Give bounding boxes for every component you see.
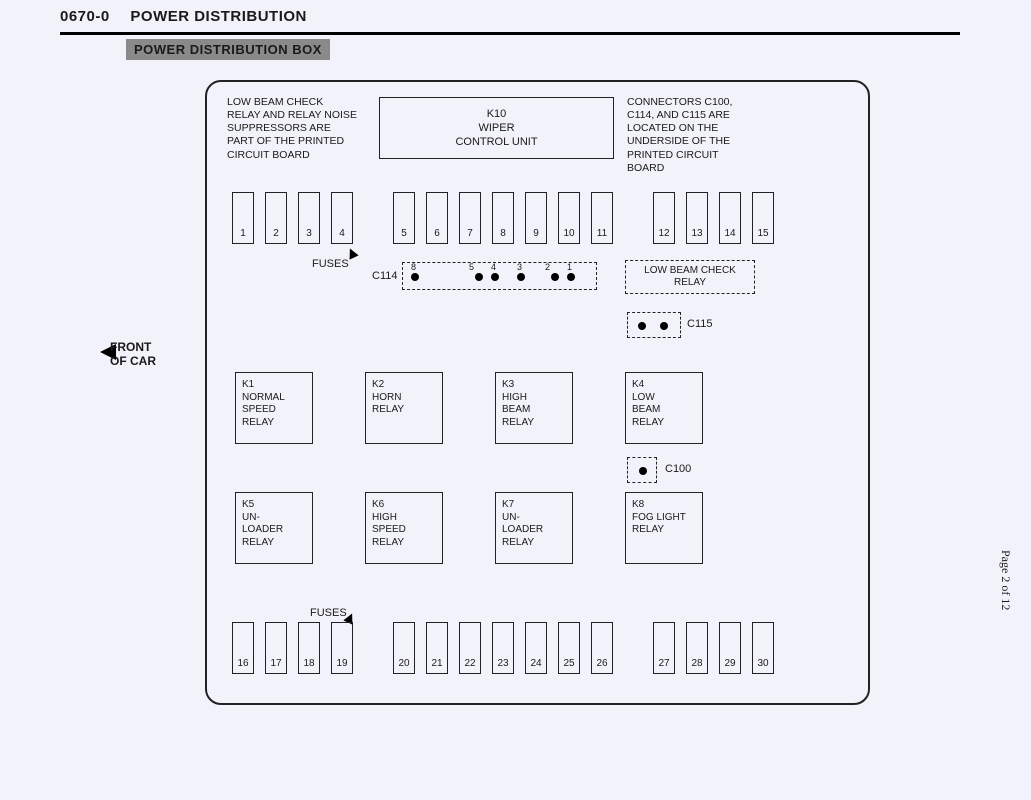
front-l2: OF CAR [110,354,156,368]
relay-k6: K6 HIGH SPEED RELAY [365,492,443,564]
fuse-row-bottom: 16 17 18 19 20 21 22 23 24 25 26 27 28 2… [232,622,774,674]
pin-dot [660,322,668,330]
relay-k2: K2 HORN RELAY [365,372,443,444]
note-right: CONNECTORS C100, C114, AND C115 ARE LOCA… [627,96,757,175]
note-left: LOW BEAM CHECK RELAY AND RELAY NOISE SUP… [227,96,357,162]
fuses-label-bottom: FUSES [310,607,347,619]
page-code: 0670-0 [60,8,110,25]
pin-dot: 4 [491,273,499,281]
fuse: 23 [492,622,514,674]
page-header: 0670-0 POWER DISTRIBUTION [60,8,307,25]
fuse: 24 [525,622,547,674]
low-beam-check-relay: LOW BEAM CHECK RELAY [625,260,755,294]
fuse: 27 [653,622,675,674]
c114-label: C114 [372,270,397,282]
relay-k4: K4 LOW BEAM RELAY [625,372,703,444]
c114-connector: 8 5 4 3 2 1 [402,262,597,290]
fuse: 14 [719,192,741,244]
fuse: 28 [686,622,708,674]
pin-dot: 2 [551,273,559,281]
relay-k5: K5 UN- LOADER RELAY [235,492,313,564]
fuse: 20 [393,622,415,674]
fuse: 21 [426,622,448,674]
fuse: 4 [331,192,353,244]
section-band: POWER DISTRIBUTION BOX [126,39,330,60]
fuse: 12 [653,192,675,244]
fuse: 26 [591,622,613,674]
k10-l2: CONTROL UNIT [380,135,613,149]
relay-row-1: K1 NORMAL SPEED RELAY K2 HORN RELAY K3 H… [235,372,703,444]
front-of-car-label: FRONT OF CAR [110,340,156,369]
fuse: 1 [232,192,254,244]
relay-row-2: K5 UN- LOADER RELAY K6 HIGH SPEED RELAY … [235,492,703,564]
pin-dot: 1 [567,273,575,281]
fuse: 11 [591,192,613,244]
relay-k8: K8 FOG LIGHT RELAY [625,492,703,564]
c100-label: C100 [665,463,691,475]
pin-dot: 5 [475,273,483,281]
c115-label: C115 [687,318,712,330]
k10-unit: K10 WIPER CONTROL UNIT [379,97,614,159]
fuse: 3 [298,192,320,244]
fuse: 29 [719,622,741,674]
fuse: 2 [265,192,287,244]
pin-dot [638,322,646,330]
fuse: 30 [752,622,774,674]
fuse: 6 [426,192,448,244]
fuse: 25 [558,622,580,674]
page: 0670-0 POWER DISTRIBUTION POWER DISTRIBU… [0,0,1031,800]
fuse: 13 [686,192,708,244]
fuse: 9 [525,192,547,244]
fuse: 16 [232,622,254,674]
k10-l1: WIPER [380,121,613,135]
header-rule [60,32,960,35]
front-l1: FRONT [110,340,151,354]
page-title: POWER DISTRIBUTION [130,8,307,25]
fuse: 15 [752,192,774,244]
relay-k3: K3 HIGH BEAM RELAY [495,372,573,444]
c115-connector [627,312,681,338]
pin-dot: 8 [411,273,419,281]
fuse: 22 [459,622,481,674]
fuse: 17 [265,622,287,674]
relay-k1: K1 NORMAL SPEED RELAY [235,372,313,444]
pin-dot: 3 [517,273,525,281]
fuse: 10 [558,192,580,244]
fuse: 5 [393,192,415,244]
pin-dot [639,467,647,475]
fuses-label-top: FUSES [312,258,349,270]
relay-k7: K7 UN- LOADER RELAY [495,492,573,564]
fuse: 19 [331,622,353,674]
fuse-row-top: 1 2 3 4 5 6 7 8 9 10 11 12 13 14 15 [232,192,774,244]
fuse: 8 [492,192,514,244]
page-number: Page 2 of 12 [998,550,1013,610]
k10-id: K10 [380,107,613,121]
c100-connector [627,457,657,483]
fuse: 18 [298,622,320,674]
distribution-box: LOW BEAM CHECK RELAY AND RELAY NOISE SUP… [205,80,870,705]
fuse: 7 [459,192,481,244]
